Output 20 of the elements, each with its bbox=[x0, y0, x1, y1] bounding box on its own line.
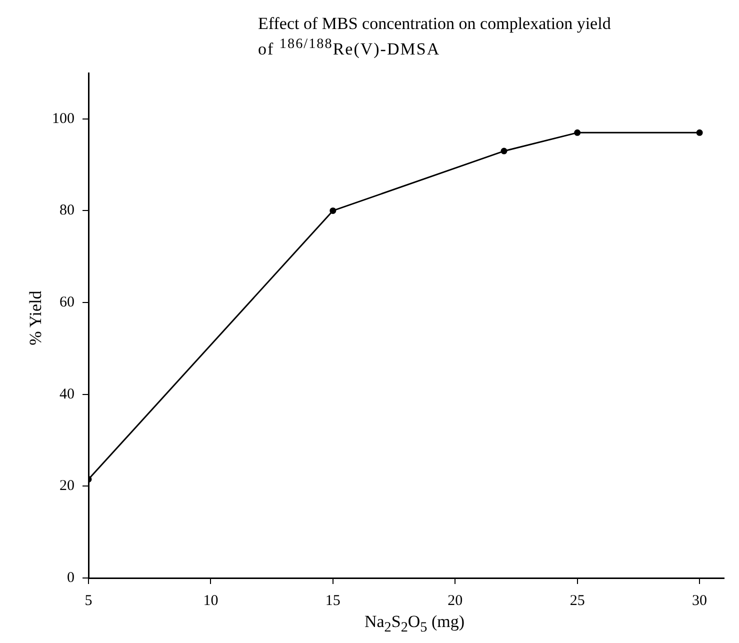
chart-title: Effect of MBS concentration on complexation yield bbox=[258, 14, 611, 34]
x-tick-label: 30 bbox=[692, 592, 708, 609]
chart-subtitle: of $^{186/188}$Re(V)-DMSA bbox=[258, 35, 442, 60]
y-tick-label: 20 bbox=[60, 478, 74, 494]
x-tick-label: 25 bbox=[570, 592, 585, 609]
y-tick-label: 0 bbox=[67, 570, 74, 586]
x-tick-label: 20 bbox=[448, 592, 463, 609]
point bbox=[574, 129, 581, 136]
x-tick-label: 15 bbox=[325, 592, 340, 609]
point bbox=[696, 129, 703, 136]
y-tick-label: 60 bbox=[60, 294, 74, 310]
x-axis-title: Na$_{2}$S$_{2}$O$_{5}$ (mg) bbox=[363, 612, 466, 636]
x-tick-label: 10 bbox=[203, 592, 218, 609]
x-tick-label: 5 bbox=[84, 592, 92, 609]
y-tick-label: 100 bbox=[52, 110, 74, 127]
y-axis-title: % Yield bbox=[26, 290, 46, 348]
y-tick-label: 80 bbox=[60, 202, 74, 219]
point bbox=[330, 207, 336, 214]
y-tick-label: 40 bbox=[60, 386, 74, 402]
point bbox=[500, 148, 508, 154]
